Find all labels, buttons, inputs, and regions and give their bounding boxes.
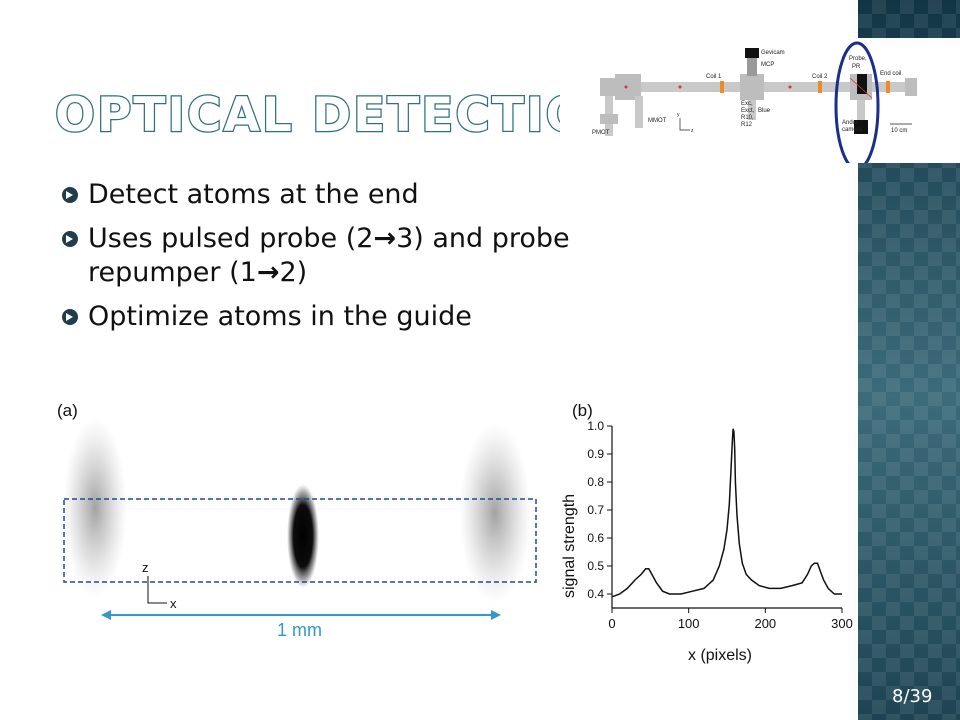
- scale-label: 10 cm: [891, 128, 907, 134]
- y-tick-label: 0.4: [587, 587, 604, 601]
- axis-indicator: [147, 576, 167, 604]
- axis-z-label: z: [142, 560, 149, 575]
- signal-chart: (b) 0.4 0.5 0.6 0.7 0.8 0.9 1.0 0 100 200 300 sign…: [561, 401, 853, 664]
- bullet-arrow-icon: [62, 187, 78, 203]
- axis-x-label: x: [170, 596, 177, 611]
- right-atom-cloud: [459, 423, 531, 603]
- pmot-label: PMOT: [592, 130, 610, 136]
- r12-label: R12: [741, 122, 753, 128]
- andor-camera: [854, 120, 868, 134]
- central-atom-cloud: [287, 484, 319, 588]
- interaction-chamber: [740, 74, 764, 100]
- beam-marker: [624, 85, 628, 89]
- r10-label: R10,: [741, 115, 754, 121]
- coil2-label: Coil 2: [812, 74, 828, 80]
- camera-label: camera: [842, 127, 863, 133]
- coil1-label: Coil 1: [706, 74, 722, 80]
- y-tick-label: 0.5: [587, 559, 604, 573]
- probe-label: Probe,: [849, 56, 867, 62]
- y-tick-label: 0.9: [587, 447, 604, 461]
- panel-a-label: (a): [57, 401, 78, 420]
- mcp-label: MCP: [761, 62, 774, 68]
- end-coil-label: End coil: [880, 71, 901, 77]
- probe-beam-line: [849, 77, 873, 99]
- axis-y-label: y: [677, 112, 680, 118]
- bullet-item: Detect atoms at the end: [62, 178, 662, 212]
- bullet-arrow-icon: [62, 309, 78, 325]
- source-chamber: [615, 74, 641, 100]
- source-flange: [600, 78, 618, 96]
- axis-indicator: [679, 118, 690, 131]
- andor-port: [857, 100, 865, 122]
- scale-label: 1 mm: [277, 620, 322, 640]
- x-tick-label: 200: [754, 616, 776, 631]
- gevicam-label: Gevicam: [761, 50, 785, 56]
- y-tick-label: 0.8: [587, 475, 604, 489]
- x-axis-label: x (pixels): [688, 647, 752, 664]
- pmot-flange: [600, 114, 618, 124]
- y-tick-label: 0.6: [587, 531, 604, 545]
- exct-label: Exct,: [741, 108, 755, 114]
- bullet-text: Optimize atoms in the guide: [88, 301, 472, 332]
- detection-highlight-ring: [834, 41, 880, 163]
- coil2-marker: [818, 81, 822, 93]
- bullet-text: 2): [279, 257, 308, 288]
- apparatus-diagram: Gevicam MCP Coil 1 Coil 2 Probe, PR End …: [560, 38, 960, 163]
- bullet-text: Detect atoms at the end: [88, 179, 419, 210]
- bullet-list: Detect atoms at the end Uses pulsed prob…: [62, 178, 662, 344]
- scale-arrow-right-icon: [491, 610, 501, 620]
- bullet-text: 3) and probe: [396, 223, 570, 254]
- axis-z-label: z: [691, 128, 694, 134]
- bullet-item: Optimize atoms in the guide: [62, 300, 662, 334]
- mmot-tube: [635, 96, 643, 128]
- fluorescence-image-panel: (a) z x 1 mm: [57, 401, 537, 640]
- mmot-label: MMOT: [648, 118, 667, 124]
- lower-port: [748, 100, 756, 120]
- beam-marker: [678, 85, 682, 89]
- guide-region-box: [63, 498, 537, 583]
- panel-b-label: (b): [572, 401, 593, 420]
- left-atom-cloud: [63, 418, 127, 598]
- bullet-text: Uses pulsed probe (2: [88, 223, 374, 254]
- mcp-body: [747, 58, 757, 76]
- coil1-marker: [720, 81, 724, 93]
- bullet-item: Uses pulsed probe (2→3) and probe repump…: [62, 222, 662, 290]
- end-coil-marker: [886, 81, 890, 93]
- diagram-background: [560, 38, 960, 163]
- scale-arrow-left-icon: [101, 610, 111, 620]
- beam-marker: [788, 85, 792, 89]
- slide-title: Optical Detection: [54, 87, 629, 145]
- bullet-text: repumper (1: [88, 257, 257, 288]
- y-tick-label: 0.7: [587, 503, 604, 517]
- end-flange: [905, 78, 917, 96]
- gevicam-camera: [745, 48, 759, 58]
- transition-arrow-icon: →: [256, 257, 280, 288]
- signal-series-line: [611, 428, 842, 598]
- probe-block: [857, 74, 867, 94]
- x-tick-label: 300: [831, 616, 853, 631]
- transition-arrow-icon: →: [373, 223, 397, 254]
- slide-number: 8/39: [892, 686, 933, 707]
- exc-label: Exc,: [741, 101, 753, 107]
- bullet-arrow-icon: [62, 231, 78, 247]
- x-tick-label: 100: [678, 616, 700, 631]
- y-tick-label: 1.0: [587, 419, 604, 433]
- y-axis-label: signal strength: [561, 494, 578, 598]
- plot-area: 0.4 0.5 0.6 0.7 0.8 0.9 1.0 0 100 200 300: [587, 419, 853, 631]
- andor-label: Andor: [842, 120, 858, 126]
- x-tick-label: 0: [608, 616, 615, 631]
- pr-label: PR: [852, 64, 861, 70]
- blue-label: Blue: [758, 108, 771, 114]
